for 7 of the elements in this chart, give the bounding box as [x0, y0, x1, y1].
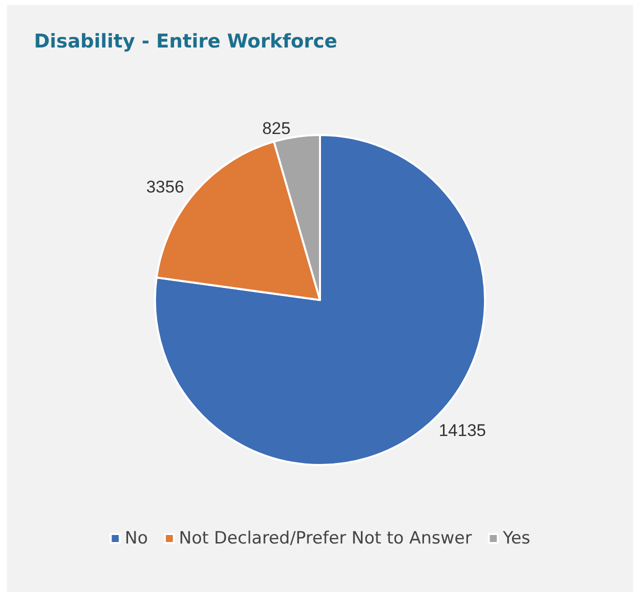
legend-label: Yes	[502, 528, 530, 548]
data-label: 825	[262, 119, 291, 138]
legend-label: No	[124, 528, 148, 548]
legend-label: Not Declared/Prefer Not to Answer	[178, 528, 472, 548]
data-label: 3356	[146, 177, 184, 196]
chart-title: Disability - Entire Workforce	[34, 30, 338, 52]
data-label: 14135	[438, 420, 486, 440]
